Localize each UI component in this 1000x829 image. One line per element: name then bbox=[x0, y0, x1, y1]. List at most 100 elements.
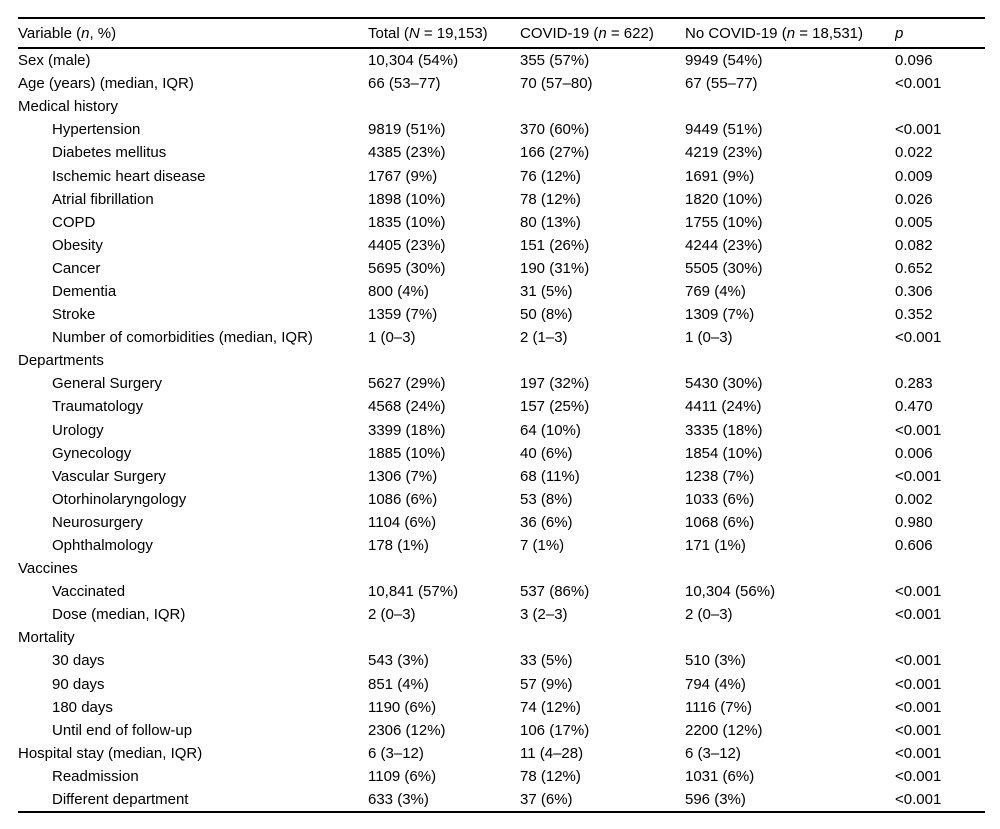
table-row: Different department 633 (3%) 37 (6%) 596 (… bbox=[18, 788, 985, 812]
table-row: Cancer 5695 (30%) 190 (31%) 5505 (30%) 0.652 bbox=[18, 257, 985, 280]
row-label-cell: Cancer bbox=[52, 259, 101, 277]
covid-cell: 74 (12%) bbox=[520, 698, 581, 716]
p-value-cell bbox=[895, 557, 985, 580]
p-value-cell: <0.001 bbox=[895, 75, 942, 93]
row-label-cell: Stroke bbox=[52, 306, 96, 324]
p-value-cell: 0.026 bbox=[895, 190, 933, 208]
p-value-cell: <0.001 bbox=[895, 467, 942, 485]
row-label-cell: Vaccinated bbox=[52, 583, 126, 601]
total-cell: 1109 (6%) bbox=[368, 767, 437, 785]
no-covid-cell: 1309 (7%) bbox=[685, 306, 755, 324]
no-covid-cell: 3335 (18%) bbox=[685, 421, 763, 439]
p-value-cell: 0.022 bbox=[895, 144, 933, 162]
p-value-cell: 0.002 bbox=[895, 490, 933, 508]
p-value-cell bbox=[895, 626, 985, 649]
row-label-cell: Until end of follow-up bbox=[52, 721, 193, 739]
patient-characteristics-table: Variable (n, %) Total (N = 19,153) COVID-1… bbox=[18, 17, 985, 814]
table-row: Age (years) (median, IQR) 66 (53–77) 70 (5… bbox=[18, 72, 985, 95]
section-label-cell: Departments bbox=[18, 352, 104, 370]
no-covid-cell: 4219 (23%) bbox=[685, 144, 763, 162]
covid-cell: 76 (12%) bbox=[520, 167, 581, 185]
covid-cell bbox=[520, 626, 685, 649]
total-cell: 10,304 (54%) bbox=[368, 52, 459, 70]
p-value-cell: 0.980 bbox=[895, 513, 933, 531]
no-covid-cell: 2 (0–3) bbox=[685, 606, 733, 624]
total-cell bbox=[368, 349, 520, 372]
covid-cell: 151 (26%) bbox=[520, 236, 590, 254]
no-covid-cell: 1755 (10%) bbox=[685, 213, 763, 231]
no-covid-cell bbox=[685, 557, 895, 580]
p-value-cell: 0.352 bbox=[895, 306, 933, 324]
p-value-cell: 0.283 bbox=[895, 375, 933, 393]
column-header-p: p bbox=[895, 18, 985, 49]
column-header-variable: Variable (n, %) bbox=[18, 18, 368, 49]
p-value-cell: <0.001 bbox=[895, 698, 942, 716]
table-row: Readmission 1109 (6%) 78 (12%) 1031 (6%) <0.… bbox=[18, 765, 985, 788]
row-label-cell: COPD bbox=[52, 213, 96, 231]
no-covid-cell: 794 (4%) bbox=[685, 675, 746, 693]
row-label-cell: Age (years) (median, IQR) bbox=[18, 75, 194, 93]
table-row: Number of comorbidities (median, IQR) 1 (… bbox=[18, 326, 985, 349]
total-cell: 3399 (18%) bbox=[368, 421, 446, 439]
table-row: COPD 1835 (10%) 80 (13%) 1755 (10%) 0.005 bbox=[18, 211, 985, 234]
table-row: Until end of follow-up 2306 (12%) 106 (17%… bbox=[18, 719, 985, 742]
column-header-total-text: Total ( bbox=[368, 24, 409, 42]
row-label-cell: 30 days bbox=[52, 652, 105, 670]
covid-cell: 33 (5%) bbox=[520, 652, 573, 670]
section-row: Medical history bbox=[18, 95, 985, 118]
section-label-cell: Medical history bbox=[18, 98, 119, 116]
table-row: Hospital stay (median, IQR) 6 (3–12) 11 (4… bbox=[18, 742, 985, 765]
column-header-covid-text: n bbox=[598, 24, 607, 42]
no-covid-cell: 9949 (54%) bbox=[685, 52, 763, 70]
p-value-cell: <0.001 bbox=[895, 721, 942, 739]
row-label-cell: Obesity bbox=[52, 236, 103, 254]
table-row: 30 days 543 (3%) 33 (5%) 510 (3%) <0.001 bbox=[18, 649, 985, 672]
no-covid-cell: 4244 (23%) bbox=[685, 236, 763, 254]
table-row: Gynecology 1885 (10%) 40 (6%) 1854 (10%) 0.0… bbox=[18, 442, 985, 465]
covid-cell: 50 (8%) bbox=[520, 306, 573, 324]
p-value-cell: 0.470 bbox=[895, 398, 933, 416]
row-label-cell: Vascular Surgery bbox=[52, 467, 166, 485]
row-label-cell: Sex (male) bbox=[18, 52, 91, 70]
column-header-no-covid-text: = 18,531) bbox=[795, 24, 864, 42]
p-value-cell: <0.001 bbox=[895, 583, 942, 601]
p-value-cell bbox=[895, 95, 985, 118]
total-cell: 1104 (6%) bbox=[368, 513, 437, 531]
total-cell: 5695 (30%) bbox=[368, 259, 446, 277]
p-value-cell: 0.606 bbox=[895, 537, 933, 555]
total-cell: 1767 (9%) bbox=[368, 167, 438, 185]
no-covid-cell: 1033 (6%) bbox=[685, 490, 755, 508]
section-row: Mortality bbox=[18, 626, 985, 649]
p-value-cell: 0.005 bbox=[895, 213, 933, 231]
results-table: Variable (n, %) Total (N = 19,153) COVID-1… bbox=[18, 17, 985, 814]
covid-cell bbox=[520, 557, 685, 580]
no-covid-cell: 1854 (10%) bbox=[685, 444, 763, 462]
table-row: Urology 3399 (18%) 64 (10%) 3335 (18%) <0.00… bbox=[18, 419, 985, 442]
row-label-cell: Gynecology bbox=[52, 444, 132, 462]
p-value-cell: 0.306 bbox=[895, 282, 933, 300]
covid-cell: 31 (5%) bbox=[520, 282, 573, 300]
p-value-cell: <0.001 bbox=[895, 652, 942, 670]
total-cell: 2306 (12%) bbox=[368, 721, 446, 739]
p-value-cell: <0.001 bbox=[895, 744, 942, 762]
covid-cell: 3 (2–3) bbox=[520, 606, 568, 624]
covid-cell bbox=[520, 349, 685, 372]
table-row: Ophthalmology 178 (1%) 7 (1%) 171 (1%) 0.606 bbox=[18, 534, 985, 557]
row-label-cell: Otorhinolaryngology bbox=[52, 490, 187, 508]
row-label-cell: Hypertension bbox=[52, 121, 141, 139]
row-label-cell: Dementia bbox=[52, 282, 117, 300]
no-covid-cell: 510 (3%) bbox=[685, 652, 746, 670]
column-header-no-covid-text: No COVID-19 ( bbox=[685, 24, 787, 42]
covid-cell: 40 (6%) bbox=[520, 444, 573, 462]
table-body: Sex (male) 10,304 (54%) 355 (57%) 9949 (54%… bbox=[18, 48, 985, 812]
table-row: 90 days 851 (4%) 57 (9%) 794 (4%) <0.001 bbox=[18, 673, 985, 696]
covid-cell: 106 (17%) bbox=[520, 721, 590, 739]
table-header: Variable (n, %) Total (N = 19,153) COVID-1… bbox=[18, 18, 985, 49]
total-cell: 6 (3–12) bbox=[368, 744, 424, 762]
no-covid-cell: 9449 (51%) bbox=[685, 121, 763, 139]
total-cell: 1190 (6%) bbox=[368, 698, 437, 716]
row-label-cell: 180 days bbox=[52, 698, 113, 716]
covid-cell: 7 (1%) bbox=[520, 537, 565, 555]
column-header-no-covid: No COVID-19 (n = 18,531) bbox=[685, 18, 895, 49]
total-cell: 4405 (23%) bbox=[368, 236, 446, 254]
